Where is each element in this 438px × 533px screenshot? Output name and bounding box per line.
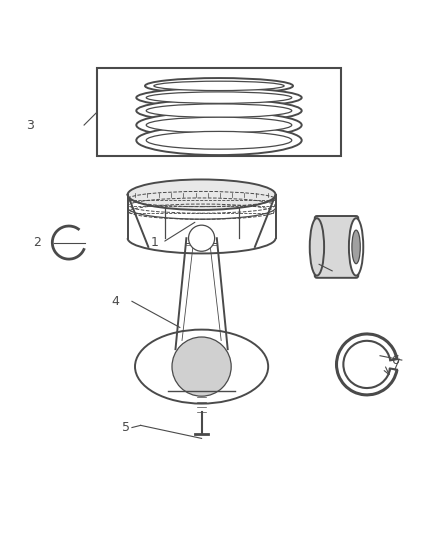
Ellipse shape bbox=[145, 78, 293, 94]
Ellipse shape bbox=[146, 132, 292, 149]
Text: 2: 2 bbox=[33, 236, 41, 249]
Ellipse shape bbox=[135, 329, 268, 403]
Ellipse shape bbox=[146, 92, 292, 103]
Ellipse shape bbox=[172, 337, 231, 396]
Text: 7: 7 bbox=[315, 266, 323, 279]
Ellipse shape bbox=[136, 99, 302, 122]
Ellipse shape bbox=[188, 225, 215, 251]
Ellipse shape bbox=[310, 218, 324, 276]
Ellipse shape bbox=[136, 88, 302, 107]
Ellipse shape bbox=[136, 125, 302, 155]
Ellipse shape bbox=[154, 81, 284, 91]
FancyBboxPatch shape bbox=[315, 216, 358, 278]
Text: 5: 5 bbox=[122, 421, 130, 434]
Text: 1: 1 bbox=[150, 236, 158, 249]
Ellipse shape bbox=[349, 218, 363, 276]
Text: 4: 4 bbox=[111, 295, 119, 308]
Ellipse shape bbox=[146, 104, 292, 117]
Ellipse shape bbox=[352, 230, 360, 264]
Bar bbox=[97, 68, 341, 156]
Text: 3: 3 bbox=[26, 118, 34, 132]
Ellipse shape bbox=[127, 180, 276, 210]
Ellipse shape bbox=[136, 112, 302, 138]
Text: 6: 6 bbox=[391, 353, 399, 367]
Ellipse shape bbox=[146, 117, 292, 133]
